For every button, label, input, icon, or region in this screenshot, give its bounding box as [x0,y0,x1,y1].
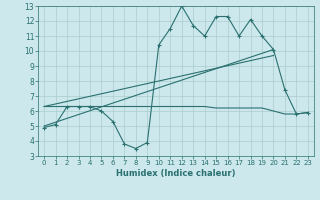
X-axis label: Humidex (Indice chaleur): Humidex (Indice chaleur) [116,169,236,178]
